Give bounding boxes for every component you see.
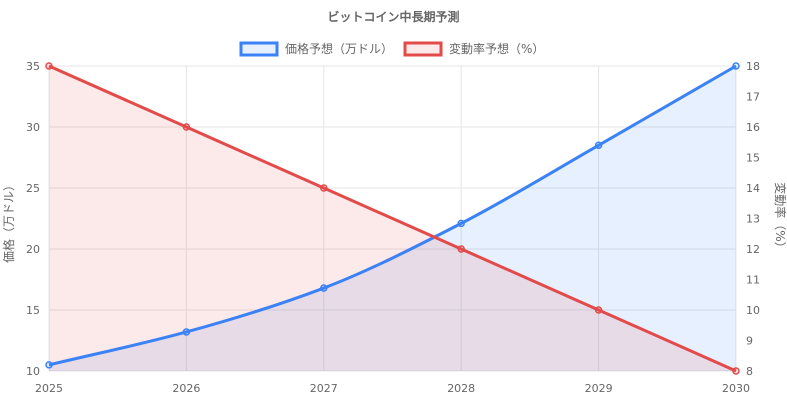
x-tick-label: 2030 [722,382,750,395]
series-line-volatility [48,64,737,373]
x-axis: 2025 2026 2027 2028 2029 2030 [35,382,750,395]
legend-swatch-price [239,41,279,57]
y-axis-left: 10 15 20 25 30 35 [26,60,40,378]
y-left-tick-label: 25 [26,182,40,195]
data-point-volatility[interactable] [457,245,465,253]
data-point-volatility[interactable] [182,123,191,131]
data-point-volatility[interactable] [45,62,53,70]
data-point-price[interactable] [320,284,328,292]
y-left-tick-label: 15 [26,304,40,317]
y-right-tick-label: 8 [746,365,753,378]
y-right-tick-label: 10 [746,304,760,317]
data-point-price[interactable] [594,141,603,150]
y-axis-right-title: 変動率（%） [773,182,787,253]
series-points [45,62,740,375]
y-right-tick-label: 15 [746,152,760,165]
data-point-volatility[interactable] [732,367,740,375]
y-left-tick-label: 35 [26,60,40,73]
series-lines [48,64,737,373]
x-tick-label: 2028 [447,382,475,395]
x-tick-label: 2026 [172,382,200,395]
y-right-tick-label: 18 [746,60,760,73]
y-left-tick-label: 10 [26,365,40,378]
y-right-tick-label: 9 [746,335,753,348]
x-tick-label: 2025 [35,382,63,395]
data-point-price[interactable] [182,328,191,336]
legend-item-price[interactable]: 価格予想（万ドル） [239,41,393,57]
y-left-tick-label: 30 [26,121,40,134]
y-right-tick-label: 13 [746,213,760,226]
y-right-tick-label: 16 [746,121,760,134]
y-right-tick-label: 17 [746,91,760,104]
legend-label-volatility: 変動率予想（%） [449,41,544,56]
x-tick-label: 2027 [310,382,338,395]
legend-label-price: 価格予想（万ドル） [285,41,393,56]
data-point-price[interactable] [732,62,740,70]
y-right-tick-label: 14 [746,182,760,195]
x-tick-label: 2029 [585,382,613,395]
legend-item-volatility[interactable]: 変動率予想（%） [403,41,544,57]
legend: 価格予想（万ドル） 変動率予想（%） [239,41,544,57]
data-point-volatility[interactable] [320,184,328,192]
y-left-tick-label: 20 [26,243,40,256]
legend-swatch-volatility [403,41,443,57]
data-point-volatility[interactable] [594,306,603,314]
data-point-price[interactable] [457,219,465,228]
y-axis-left-title: 価格（万ドル） [1,179,16,263]
y-right-tick-label: 11 [746,274,760,287]
y-axis-right: 8 9 10 11 12 13 14 15 16 17 18 [746,60,760,378]
data-point-price[interactable] [45,361,53,369]
chart-title: ビットコイン中長期予測 [327,9,459,24]
y-right-tick-label: 12 [746,243,760,256]
series-line-price [48,64,737,367]
grid [48,65,737,372]
